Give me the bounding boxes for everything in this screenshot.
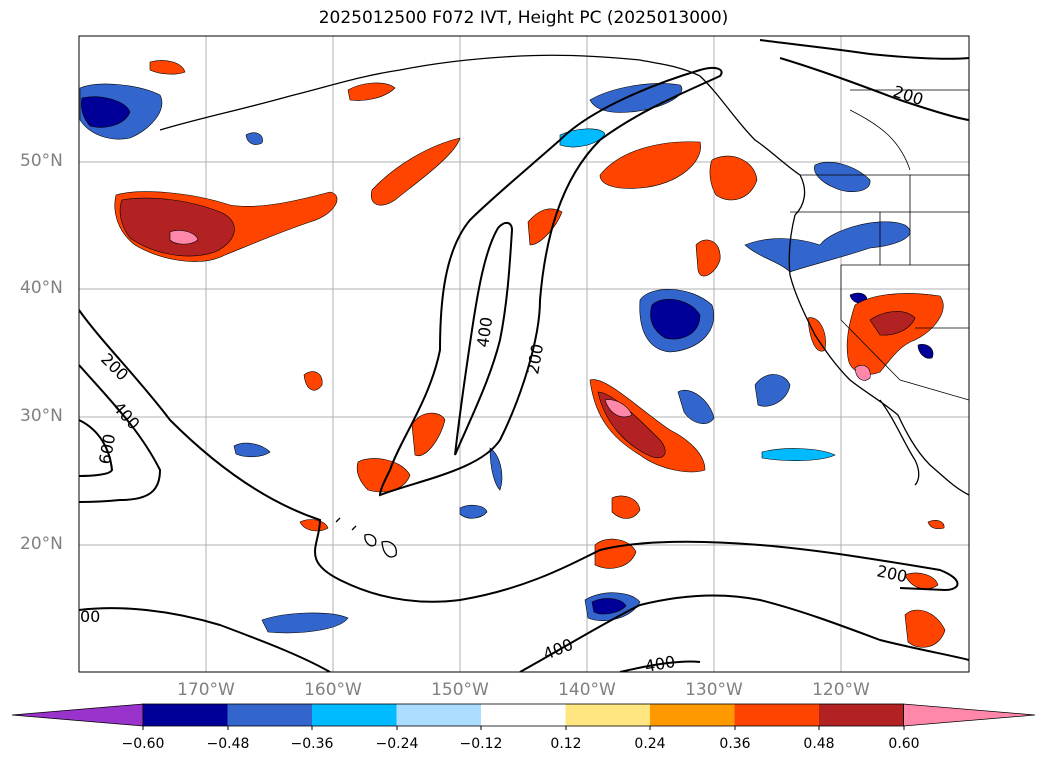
- colorbar-segment: [650, 704, 735, 726]
- lat-label-50n: 50°N: [20, 151, 63, 171]
- colorbar-tick-label: 0.48: [803, 736, 835, 752]
- anomaly-blob: [761, 448, 836, 461]
- anomaly-blob: [599, 141, 701, 189]
- anomaly-blob: [169, 230, 199, 245]
- colorbar-tick-label: −0.36: [290, 736, 334, 752]
- contour-400-south-east: [519, 594, 969, 672]
- anomaly-blob: [347, 82, 396, 101]
- anomaly-blob: [149, 60, 186, 75]
- colorbar-ticks: [142, 726, 905, 730]
- contour-400-bottom: [619, 660, 701, 672]
- anomaly-blob: [904, 609, 946, 648]
- hawaii: [335, 517, 397, 558]
- contour-200-jet: [378, 66, 723, 497]
- colorbar-segments: [11, 703, 1036, 727]
- anomaly-blob: [917, 344, 934, 359]
- lon-label-120w: 120°W: [812, 680, 870, 700]
- anomaly-blob: [854, 365, 871, 381]
- colorbar-tick-label: −0.24: [375, 736, 419, 752]
- colorbar-tick-label: −0.48: [206, 736, 250, 752]
- anomaly-blob: [927, 520, 945, 530]
- colorbar-tick-label: 0.24: [634, 736, 666, 752]
- anomaly-blob: [299, 519, 329, 532]
- anomaly-blob: [527, 208, 563, 246]
- anomaly-blob: [411, 412, 446, 457]
- lon-label-130w: 130°W: [685, 680, 743, 700]
- alaska-panhandle: [699, 75, 806, 216]
- anomaly-blob: [591, 598, 627, 615]
- colorbar: [11, 703, 1036, 730]
- colorbar-segment: [396, 704, 482, 726]
- colorbar-segment: [734, 704, 820, 726]
- anomaly-blob: [611, 495, 641, 519]
- anomaly-blob: [677, 390, 715, 424]
- anomaly-blob: [370, 137, 461, 206]
- colorbar-segment: [481, 704, 566, 726]
- colorbar-segment: [565, 704, 651, 726]
- lat-label-30n: 30°N: [20, 406, 63, 426]
- anomaly-blob: [650, 298, 701, 340]
- anomaly-blob: [459, 504, 488, 519]
- map-plot: 200 200 200 200 400 400 400 400 600 00: [78, 35, 970, 676]
- anomaly-blob: [233, 442, 271, 458]
- colorbar-segment: [143, 704, 228, 726]
- contour-400-south: [79, 607, 331, 672]
- north-america-coast: [788, 214, 969, 496]
- map-frame: [78, 35, 970, 673]
- contour-label: 00: [80, 607, 100, 626]
- contour-400-west: [79, 364, 162, 503]
- negative-anomaly-blobs: [79, 83, 934, 634]
- lon-label-160w: 160°W: [304, 680, 362, 700]
- anomaly-blob: [303, 371, 323, 391]
- colorbar-segment: [819, 704, 904, 726]
- lat-label-40n: 40°N: [20, 278, 63, 298]
- anomaly-blob: [81, 96, 131, 128]
- anomaly-blob: [245, 132, 263, 145]
- height-contours: [79, 39, 969, 672]
- contour-400-jet: [454, 222, 514, 456]
- colorbar-tick-label: −0.12: [459, 736, 503, 752]
- anomaly-blob: [754, 374, 791, 407]
- contour-200-ne: [779, 57, 969, 121]
- colorbar-tick-label: 0.36: [719, 736, 751, 752]
- baja: [879, 399, 920, 486]
- colorbar-segment: [312, 704, 397, 726]
- political-borders: [790, 89, 969, 401]
- anomaly-blob: [594, 538, 637, 569]
- anomaly-blob: [559, 128, 606, 148]
- colorbar-tick-label: 0.12: [550, 736, 582, 752]
- anomaly-blob: [119, 197, 235, 257]
- colorbar-segment: [227, 704, 313, 726]
- colorbar-extend-high: [903, 703, 1036, 727]
- lon-label-140w: 140°W: [558, 680, 616, 700]
- anomaly-blob: [869, 311, 916, 336]
- positive-anomaly-blobs: [114, 60, 946, 648]
- coastlines: [159, 54, 969, 558]
- contour-600-west: [79, 419, 114, 477]
- map-background: [79, 36, 969, 672]
- lon-label-170w: 170°W: [177, 680, 235, 700]
- colorbar-extend-low: [11, 703, 144, 727]
- anomaly-blob: [261, 612, 349, 634]
- contour-label: 400: [473, 316, 496, 349]
- anomaly-blob: [604, 399, 633, 418]
- contour-200-ne-top: [759, 39, 969, 60]
- lon-label-150w: 150°W: [431, 680, 489, 700]
- colorbar-tick-label: 0.60: [888, 736, 920, 752]
- anomaly-blob: [814, 161, 871, 193]
- anomaly-blob: [904, 572, 939, 590]
- graticule: [79, 36, 969, 672]
- contour-200-west: [79, 309, 959, 603]
- map-title: 2025012500 F072 IVT, Height PC (20250130…: [318, 8, 729, 28]
- colorbar-tick-label: −0.60: [121, 736, 165, 752]
- colorbar-outline: [142, 703, 904, 727]
- alaska-coast: [159, 54, 701, 131]
- lat-label-20n: 20°N: [20, 534, 63, 554]
- anomaly-blob: [489, 447, 503, 491]
- anomaly-blob: [695, 239, 721, 277]
- anomaly-blob: [709, 155, 758, 201]
